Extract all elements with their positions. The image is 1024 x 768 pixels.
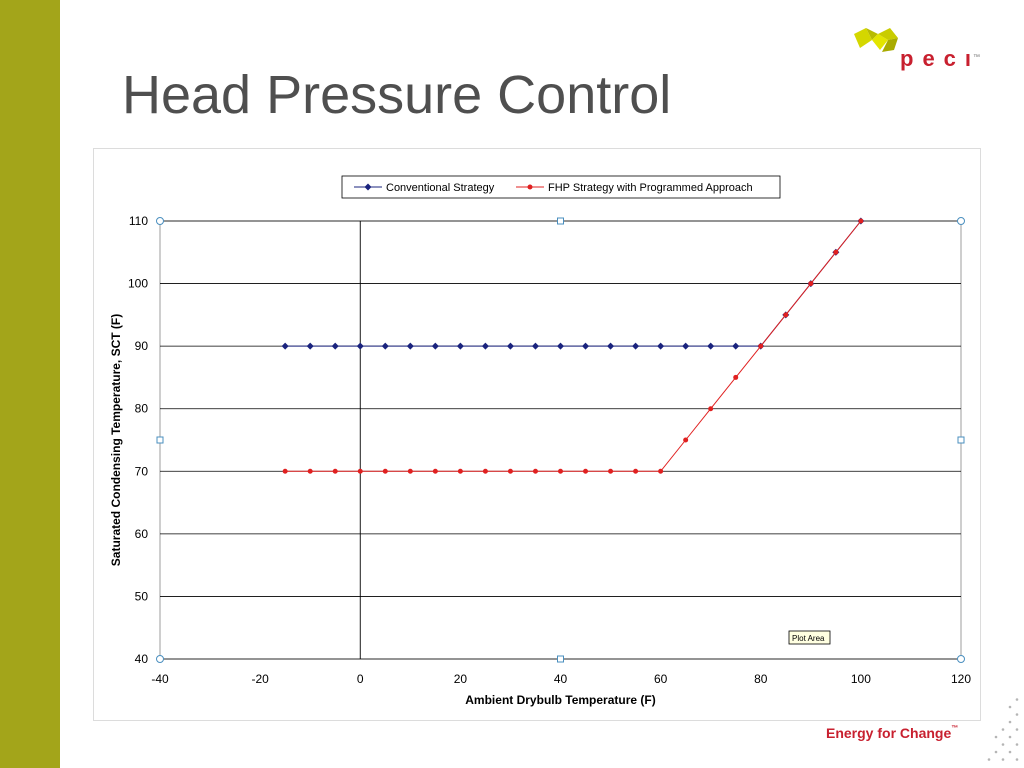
plot-area-tooltip-box: [788, 630, 831, 645]
data-point: [356, 342, 364, 350]
data-point: [281, 342, 289, 350]
accent-side-bar: [0, 0, 60, 768]
data-point: [381, 342, 389, 350]
data-point: [783, 312, 789, 318]
data-point: [432, 468, 438, 474]
data-point: [732, 342, 740, 350]
data-point: [531, 342, 539, 350]
x-tick-label: 0: [357, 672, 364, 686]
data-point: [456, 342, 464, 350]
logo-trademark: ™: [973, 54, 980, 61]
y-tick-label: 50: [135, 589, 149, 603]
data-point: [506, 342, 514, 350]
legend-label: FHP Strategy with Programmed Approach: [548, 182, 753, 194]
selection-handle-icon: [957, 436, 965, 444]
data-point: [507, 468, 513, 474]
data-point: [833, 249, 839, 255]
logo-wordmark: pecı: [900, 46, 981, 71]
chart-frame: 40 50 60 70 80 90 100 110 -40 -20 0 20 40 60 80 100 120 A…: [93, 148, 981, 721]
peci-logo-mark-icon: [854, 28, 898, 52]
data-point: [306, 342, 314, 350]
data-point: [282, 468, 288, 474]
data-point: [431, 342, 439, 350]
tagline-text: Energy for Change: [826, 725, 952, 741]
data-point: [683, 437, 689, 443]
y-tick-label: 60: [135, 527, 149, 541]
data-point: [558, 468, 563, 474]
decorative-dots-icon: [987, 698, 1019, 761]
legend-swatch-marker: [527, 184, 533, 190]
selection-handle-icon: [156, 655, 164, 663]
data-point: [707, 342, 715, 350]
x-tick-label: 40: [554, 672, 568, 686]
x-tick-label: 100: [851, 672, 871, 686]
selection-handle-icon: [557, 217, 564, 225]
data-point: [557, 342, 564, 350]
tagline-trademark: ™: [951, 725, 959, 732]
data-point: [657, 342, 665, 350]
data-point: [758, 343, 764, 349]
data-point: [457, 468, 463, 474]
plot-area-tooltip: Plot Area: [788, 630, 831, 645]
peci-logo: pecı ™: [852, 24, 982, 74]
data-point: [481, 342, 489, 350]
line-chart: 40 50 60 70 80 90 100 110 -40 -20 0 20 40 60 80 100 120 A…: [109, 175, 971, 707]
y-tick-label: 80: [135, 402, 149, 416]
series-line-2: [285, 220, 862, 472]
legend-swatch-marker: [364, 183, 372, 191]
x-axis-title: Ambient Drybulb Temperature (F): [465, 693, 655, 707]
y-tick-label: 100: [128, 277, 148, 291]
selection-handle-icon: [557, 655, 564, 663]
y-axis-title: Saturated Condensing Temperature, SCT (F…: [109, 314, 123, 566]
data-point: [582, 342, 590, 350]
data-point: [708, 406, 714, 412]
tagline: Energy for Change™: [826, 725, 958, 741]
selection-handle-icon: [957, 217, 965, 225]
data-point: [407, 468, 413, 474]
plot-area-border: [159, 220, 962, 660]
x-tick-label: 120: [951, 672, 971, 686]
selection-handle-icon: [156, 436, 164, 444]
y-tick-label: 90: [135, 339, 149, 353]
data-point: [808, 281, 814, 287]
data-point: [583, 468, 589, 474]
x-tick-label: 20: [454, 672, 468, 686]
x-tick-label: -20: [251, 672, 269, 686]
legend: Conventional Strategy FHP Strategy with P…: [341, 175, 781, 199]
data-point: [658, 468, 664, 474]
y-tick-label: 70: [135, 464, 149, 478]
y-tick-label: 40: [135, 652, 149, 666]
plot-area-tooltip-text: Plot Area: [792, 634, 825, 643]
data-point: [633, 468, 639, 474]
data-point: [357, 468, 363, 474]
slide-title: Head Pressure Control: [122, 65, 672, 125]
data-point: [858, 218, 864, 224]
legend-box: [341, 175, 781, 199]
legend-label: Conventional Strategy: [386, 182, 495, 194]
data-point: [532, 468, 538, 474]
selection-handle-icon: [957, 655, 965, 663]
x-tick-label: 80: [754, 672, 768, 686]
data-point: [632, 342, 640, 350]
selection-handle-icon: [156, 217, 164, 225]
data-point: [682, 342, 690, 350]
data-point: [482, 468, 488, 474]
data-point: [331, 342, 339, 350]
data-point: [382, 468, 388, 474]
data-point: [332, 468, 338, 474]
data-point: [733, 374, 739, 380]
x-tick-label: -40: [151, 672, 169, 686]
y-tick-label: 110: [129, 214, 148, 228]
data-point: [608, 468, 614, 474]
data-point: [307, 468, 313, 474]
x-tick-label: 60: [654, 672, 668, 686]
data-point: [607, 342, 615, 350]
data-point: [406, 342, 414, 350]
